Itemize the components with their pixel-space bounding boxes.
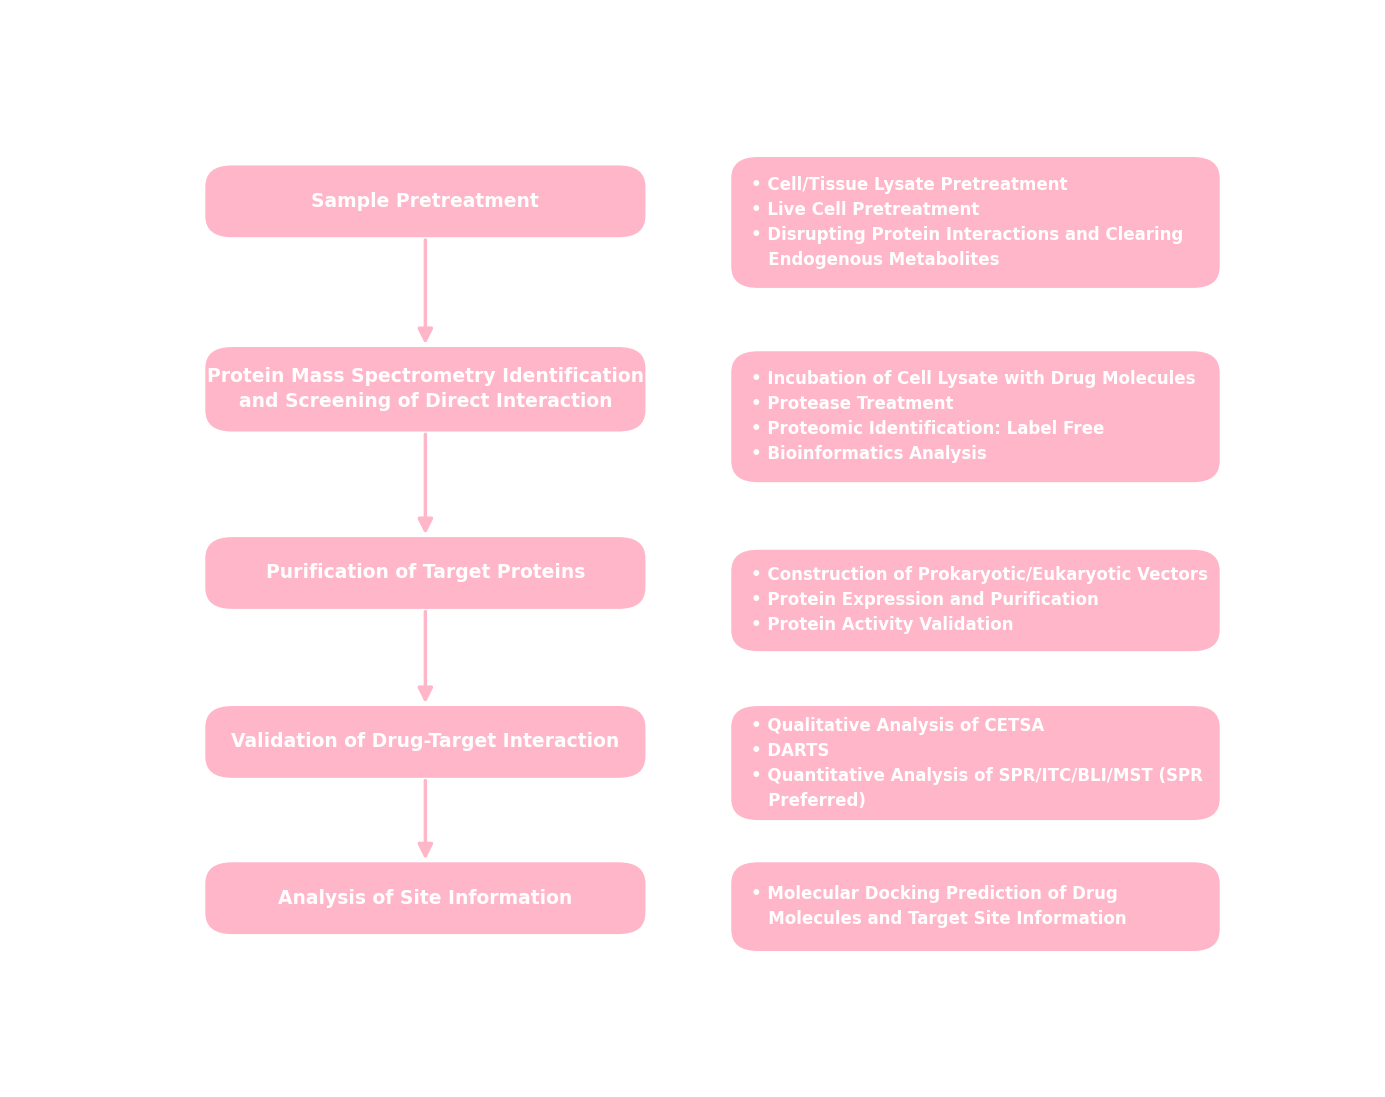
FancyBboxPatch shape <box>731 157 1220 287</box>
FancyBboxPatch shape <box>205 166 645 237</box>
Text: Validation of Drug-Target Interaction: Validation of Drug-Target Interaction <box>231 733 619 751</box>
Text: Analysis of Site Information: Analysis of Site Information <box>278 889 572 907</box>
FancyBboxPatch shape <box>731 351 1220 483</box>
FancyBboxPatch shape <box>205 862 645 935</box>
Text: • Molecular Docking Prediction of Drug
   Molecules and Target Site Information: • Molecular Docking Prediction of Drug M… <box>751 885 1126 928</box>
FancyBboxPatch shape <box>205 538 645 609</box>
Text: • Construction of Prokaryotic/Eukaryotic Vectors
• Protein Expression and Purifi: • Construction of Prokaryotic/Eukaryotic… <box>751 566 1208 634</box>
Text: • Cell/Tissue Lysate Pretreatment
• Live Cell Pretreatment
• Disrupting Protein : • Cell/Tissue Lysate Pretreatment • Live… <box>751 176 1183 269</box>
FancyBboxPatch shape <box>731 862 1220 951</box>
FancyBboxPatch shape <box>731 706 1220 821</box>
Text: Purification of Target Proteins: Purification of Target Proteins <box>266 564 584 583</box>
FancyBboxPatch shape <box>205 347 645 431</box>
Text: Sample Pretreatment: Sample Pretreatment <box>312 192 539 211</box>
Text: Protein Mass Spectrometry Identification
and Screening of Direct Interaction: Protein Mass Spectrometry Identification… <box>206 367 644 411</box>
FancyBboxPatch shape <box>731 550 1220 652</box>
Text: • Qualitative Analysis of CETSA
• DARTS
• Quantitative Analysis of SPR/ITC/BLI/M: • Qualitative Analysis of CETSA • DARTS … <box>751 716 1202 810</box>
Text: • Incubation of Cell Lysate with Drug Molecules
• Protease Treatment
• Proteomic: • Incubation of Cell Lysate with Drug Mo… <box>751 370 1195 463</box>
FancyBboxPatch shape <box>205 706 645 778</box>
